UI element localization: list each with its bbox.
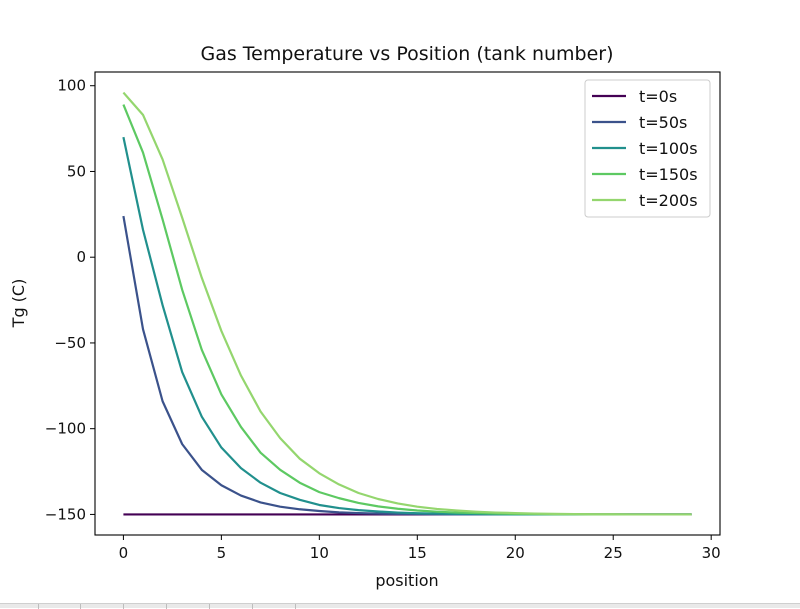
toolbar-tab[interactable] (166, 604, 210, 609)
legend-label: t=150s (639, 165, 698, 184)
toolbar-tab[interactable] (209, 604, 253, 609)
toolbar-tab[interactable] (38, 604, 81, 609)
x-tick-label: 25 (604, 544, 623, 562)
legend-label: t=50s (639, 113, 687, 132)
series-lines (122, 91, 692, 516)
chart-title: Gas Temperature vs Position (tank number… (200, 43, 613, 65)
toolbar-tab[interactable] (252, 604, 296, 609)
series-line-t-200s (122, 91, 692, 516)
y-tick-label: −50 (54, 334, 86, 352)
legend-box (584, 79, 711, 218)
y-axis-ticks: −150 −100 −50 0 50 100 (45, 77, 95, 523)
x-axis-ticks: 0 5 10 15 20 25 30 (119, 535, 721, 562)
bottom-toolbar-strip (0, 603, 800, 609)
x-tick-label: 20 (506, 544, 525, 562)
toolbar-tab[interactable] (80, 604, 124, 609)
toolbar-tab[interactable] (0, 604, 39, 609)
legend-label: t=200s (639, 191, 698, 210)
legend-label: t=100s (639, 139, 698, 158)
x-tick-label: 5 (217, 544, 227, 562)
y-tick-label: −100 (45, 420, 86, 438)
y-axis-label: Tg (C) (9, 279, 28, 329)
y-tick-label: −150 (45, 505, 86, 523)
toolbar-tab[interactable] (123, 604, 167, 609)
legend: t=0s t=50s t=100s t=150s t=200s (584, 79, 711, 218)
y-tick-label: 50 (67, 162, 86, 180)
x-axis-label: position (375, 571, 438, 590)
x-tick-label: 10 (310, 544, 329, 562)
legend-label: t=0s (639, 87, 677, 106)
y-tick-label: 100 (57, 77, 86, 95)
x-tick-label: 0 (119, 544, 129, 562)
x-tick-label: 30 (702, 544, 721, 562)
y-tick-label: 0 (76, 248, 86, 266)
x-tick-label: 15 (408, 544, 427, 562)
